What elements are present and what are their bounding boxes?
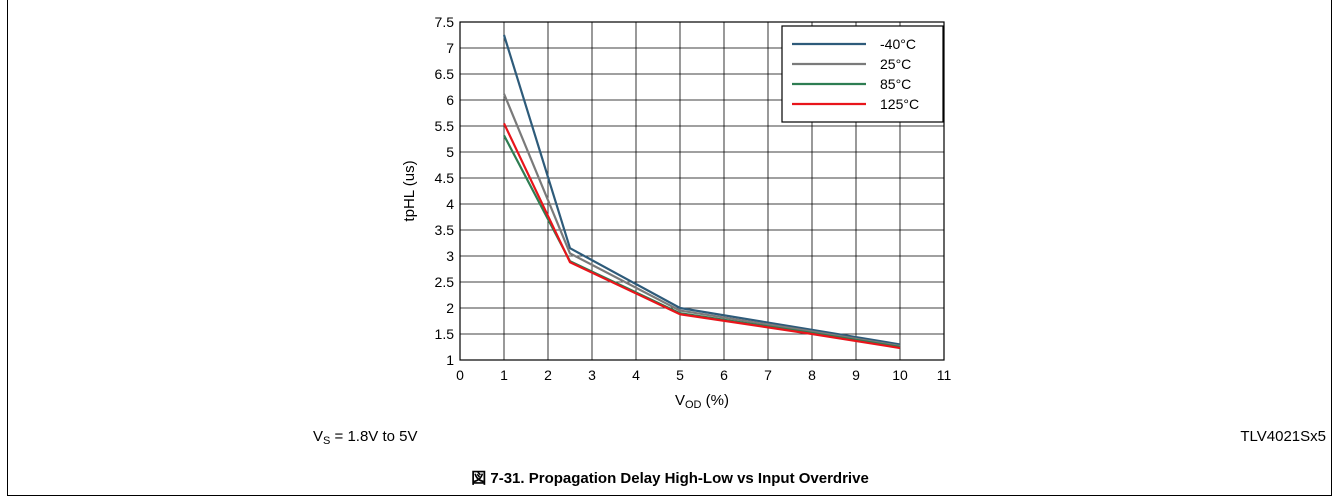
legend-box (781, 25, 944, 123)
legend: -40°C 25°C 85°C 125°C (781, 25, 944, 123)
y-tick-label: 3.5 (435, 222, 455, 238)
series-line-1 (502, 93, 901, 348)
x-tick-label: 5 (676, 367, 684, 383)
y-axis-label: tpHL (us) (401, 160, 418, 221)
y-tick-label: 3 (446, 248, 454, 264)
figure-caption: 図 7-31. Propagation Delay High-Low vs In… (471, 470, 869, 487)
legend-label: -40°C (880, 36, 916, 52)
plot-border (459, 21, 945, 361)
y-tick-label: 5.5 (435, 118, 455, 134)
y-tick-label: 6 (446, 92, 454, 108)
test-conditions: VS = 1.8V to 5V (313, 428, 418, 450)
y-tick-label: 1.5 (435, 326, 455, 342)
series-line-2 (503, 134, 901, 349)
x-tick-label: 9 (852, 367, 860, 383)
conditions-rest: = 1.8V to 5V (330, 428, 418, 445)
y-tick-label: 4.5 (435, 170, 455, 186)
y-tick-label: 2 (446, 300, 454, 316)
x-tick-label: 11 (937, 367, 952, 383)
legend-label: 125°C (880, 96, 919, 112)
x-tick-labels: 0 1 2 3 4 5 6 7 8 9 10 11 (456, 367, 951, 383)
conditions-main: V (313, 428, 324, 445)
x-tick-label: 7 (764, 367, 772, 383)
x-tick-label: 1 (500, 367, 508, 383)
x-tick-label: 10 (892, 367, 908, 383)
x-tick-label: 8 (808, 367, 816, 383)
series-line-0 (502, 34, 901, 346)
figure-frame (7, 0, 1332, 496)
y-tick-label: 2.5 (435, 274, 455, 290)
y-tick-label: 7 (446, 40, 454, 56)
x-tick-label: 4 (632, 367, 640, 383)
y-tick-label: 7.5 (435, 14, 455, 30)
x-tick-label: 0 (456, 367, 464, 383)
x-axis-label-main: V (675, 392, 685, 409)
chart: 0 1 2 3 4 5 6 7 8 9 10 11 11.522.533.544.555.566.57… (401, 14, 951, 411)
y-tick-label: 1 (446, 352, 454, 368)
legend-label: 85°C (880, 76, 911, 92)
y-tick-labels: 1 1.5 2 2.5 3 3.5 4 4.5 5 5.5 6 6.5 7 7.5 (435, 14, 455, 368)
x-tick-label: 6 (720, 367, 728, 383)
y-tick-label: 6.5 (435, 66, 455, 82)
x-tick-label: 2 (544, 367, 552, 383)
x-axis-label-sub: OD (685, 399, 702, 411)
x-axis-label: VOD (%) (675, 392, 729, 411)
y-tick-label: 4 (446, 196, 454, 212)
series-line-3 (503, 122, 901, 350)
part-number: TLV4021Sx5 (1240, 428, 1326, 445)
series-lines (502, 34, 901, 350)
x-tick-label: 3 (588, 367, 596, 383)
y-tick-label: 5 (446, 144, 454, 160)
legend-label: 25°C (880, 56, 911, 72)
x-axis-label-unit: (%) (702, 392, 730, 409)
conditions-sub: S (323, 435, 331, 447)
